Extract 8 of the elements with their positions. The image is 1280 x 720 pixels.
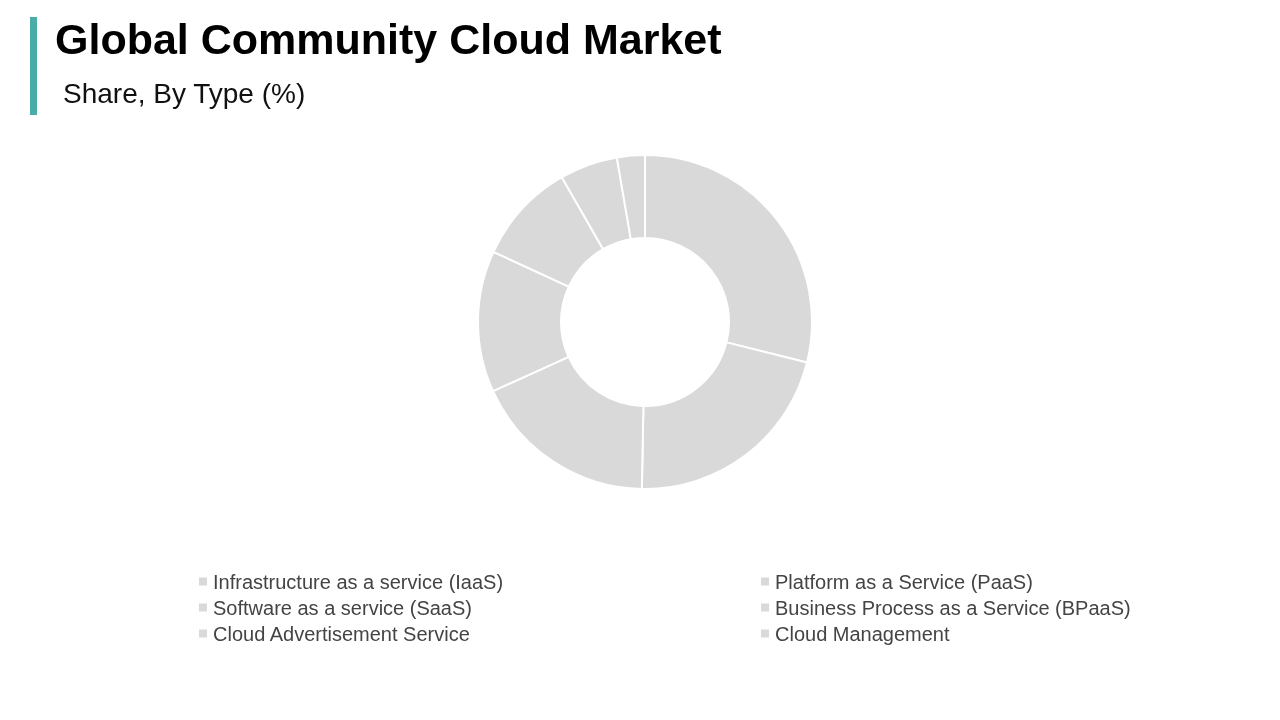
legend-label: Business Process as a Service (BPaaS): [775, 596, 1131, 619]
legend-label: Software as a service (SaaS): [213, 596, 472, 619]
legend-label: Infrastructure as a service (IaaS): [213, 570, 504, 593]
legend-label: Platform as a Service (PaaS): [775, 570, 1033, 593]
legend-label: Cloud Advertisement Service: [213, 622, 470, 645]
chart-title: Global Community Cloud Market: [55, 14, 722, 63]
legend-label: Cloud Management: [775, 622, 950, 645]
chart-subtitle: Share, By Type (%): [63, 77, 306, 109]
